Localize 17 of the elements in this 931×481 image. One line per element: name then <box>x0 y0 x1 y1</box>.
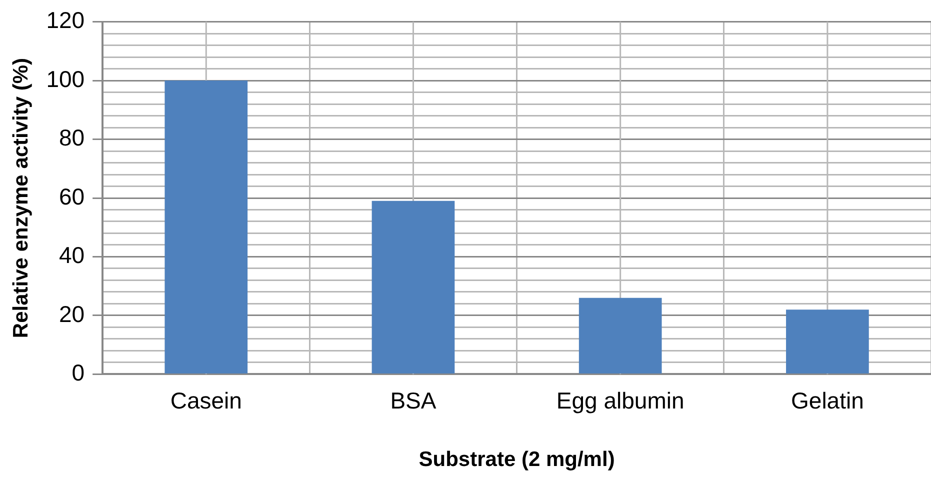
y-tick-label: 20 <box>58 300 85 327</box>
x-axis-title: Substrate (2 mg/ml) <box>418 448 615 472</box>
bar <box>578 298 662 374</box>
x-tick-label: Gelatin <box>791 387 864 414</box>
x-tick-label: Casein <box>170 387 242 414</box>
bar <box>786 310 869 374</box>
y-tick-label: 40 <box>58 242 85 268</box>
bar <box>164 80 248 374</box>
x-tick-label: BSA <box>390 387 437 414</box>
bar <box>372 200 455 374</box>
y-tick-label: 100 <box>46 66 85 92</box>
y-axis-title: Relative enzyme activity (%) <box>9 58 32 338</box>
y-tick-label: 80 <box>58 124 85 151</box>
y-tick-label: 60 <box>58 183 85 210</box>
x-tick-label: Egg albumin <box>556 387 684 414</box>
y-tick-label: 0 <box>72 360 85 386</box>
y-tick-label: 120 <box>46 7 85 34</box>
